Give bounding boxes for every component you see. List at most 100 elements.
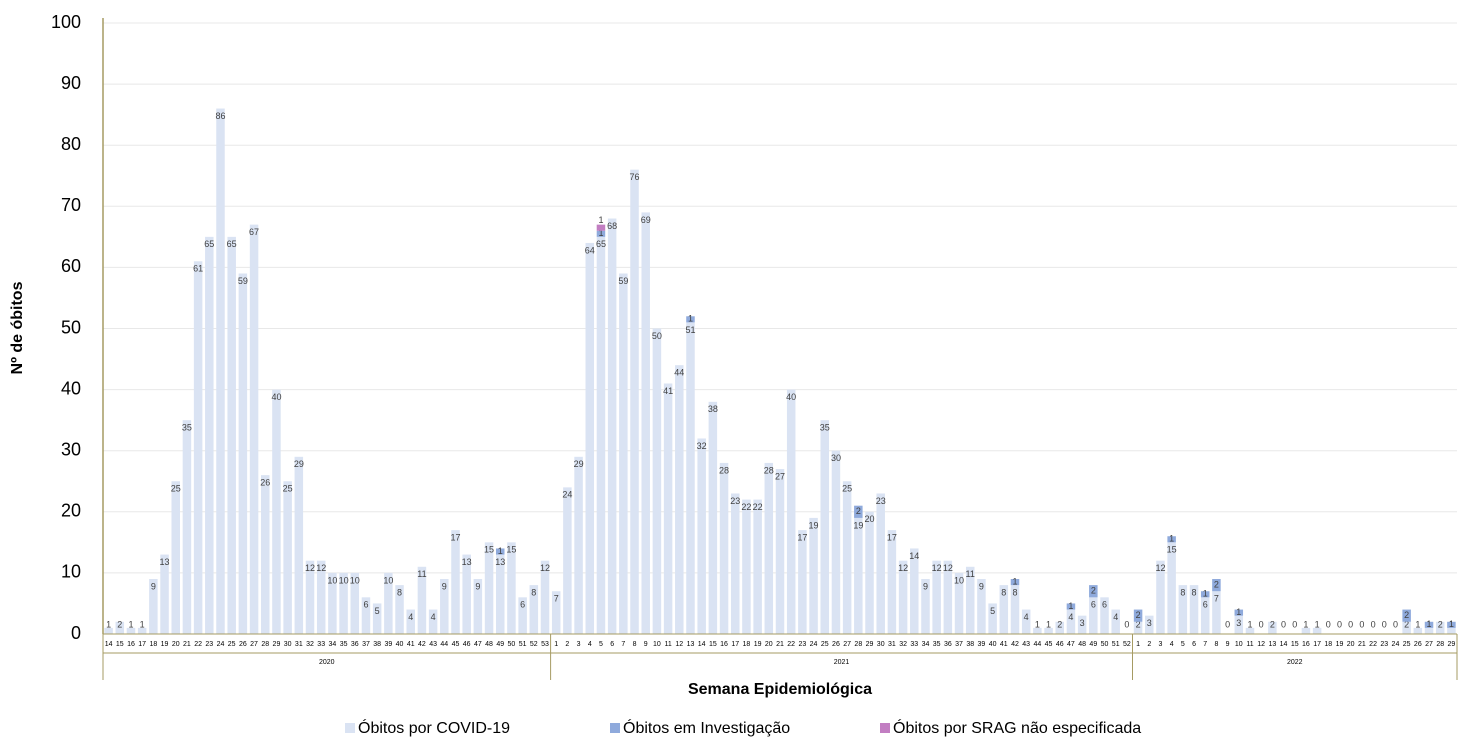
data-label: 1 <box>140 619 145 629</box>
bar-segment <box>305 560 315 634</box>
bar-segment <box>574 456 583 634</box>
bar-segment <box>126 627 136 634</box>
data-label: 15 <box>484 545 494 555</box>
x-tick-label: 18 <box>149 641 157 648</box>
bar-segment <box>641 212 650 634</box>
data-label: 3 <box>1147 618 1152 628</box>
bar-segment <box>171 481 180 634</box>
x-tick-label: 42 <box>418 641 426 648</box>
bar-segment <box>115 621 125 634</box>
bar-segment <box>1402 609 1411 622</box>
bar-segment <box>1424 621 1434 628</box>
x-tick-label: 29 <box>866 641 874 648</box>
legend-swatch <box>880 723 890 733</box>
data-label: 8 <box>531 587 536 597</box>
y-tick-label: 70 <box>61 195 81 215</box>
data-label: 26 <box>260 478 270 488</box>
x-tick-label: 30 <box>284 641 292 648</box>
x-tick-label: 13 <box>687 641 695 648</box>
data-label: 17 <box>450 533 460 543</box>
data-label: 1 <box>598 228 603 238</box>
data-label: 17 <box>797 533 807 543</box>
data-label: 6 <box>1203 600 1208 610</box>
data-label: 22 <box>753 502 763 512</box>
bar-segment <box>137 627 147 634</box>
bar-segment <box>1100 597 1109 634</box>
x-tick-label: 17 <box>1313 641 1321 648</box>
x-tick-label: 26 <box>832 641 840 648</box>
x-tick-label: 26 <box>1414 641 1422 648</box>
bar-segment <box>831 450 841 634</box>
x-tick-label: 33 <box>317 641 325 648</box>
data-label: 9 <box>923 581 928 591</box>
bar-segment <box>910 548 919 634</box>
data-label: 59 <box>238 276 248 286</box>
data-label: 12 <box>932 563 942 573</box>
x-tick-label: 22 <box>787 641 795 648</box>
x-tick-label: 24 <box>1392 641 1400 648</box>
data-label: 1 <box>1415 619 1420 629</box>
x-tick-label: 13 <box>1268 641 1276 648</box>
y-tick-label: 40 <box>61 378 81 398</box>
x-tick-label: 2 <box>1147 641 1151 648</box>
x-tick-label: 8 <box>633 641 637 648</box>
bar-segment <box>507 542 516 634</box>
data-label: 44 <box>674 368 684 378</box>
bar-segment <box>238 273 248 634</box>
bar-segment <box>1402 621 1411 634</box>
x-tick-label: 37 <box>955 641 963 648</box>
data-label: 4 <box>1068 612 1073 622</box>
bar-segment <box>149 579 158 634</box>
data-label: 2 <box>1214 579 1219 589</box>
bar-segment <box>798 530 807 634</box>
x-tick-label: 40 <box>396 641 404 648</box>
data-label: 0 <box>1259 619 1264 629</box>
bar-segment <box>876 493 885 634</box>
data-label: 20 <box>865 514 875 524</box>
data-label: 27 <box>775 471 785 481</box>
data-label: 4 <box>1113 612 1118 622</box>
bar-segment <box>999 585 1009 634</box>
bar-segment <box>988 603 997 634</box>
x-tick-label: 38 <box>373 641 381 648</box>
data-label: 7 <box>1214 594 1219 604</box>
x-tick-label: 44 <box>1033 641 1041 648</box>
y-tick-label: 90 <box>61 73 81 93</box>
bar-segment <box>350 572 360 634</box>
bar-segment <box>205 236 214 634</box>
bar-segment <box>328 572 337 634</box>
bar-segment <box>1044 627 1053 634</box>
data-label: 32 <box>697 441 707 451</box>
x-tick-label: 15 <box>1291 641 1299 648</box>
bar-segment <box>473 579 483 634</box>
bar-segment <box>261 475 270 634</box>
data-label: 23 <box>730 496 740 506</box>
bar-segment <box>1234 615 1244 634</box>
x-tick-label: 41 <box>1000 641 1008 648</box>
x-tick-label: 50 <box>508 641 516 648</box>
data-label: 8 <box>397 587 402 597</box>
x-tick-label: 1 <box>1136 641 1140 648</box>
bar-segment <box>193 261 203 634</box>
bar-segment <box>1200 591 1210 598</box>
bar-segment <box>361 597 371 634</box>
data-label: 38 <box>708 404 718 414</box>
y-tick-label: 30 <box>61 439 81 459</box>
bar-segment <box>708 401 718 634</box>
y-tick-label: 50 <box>61 317 81 337</box>
bar-segment <box>742 499 751 634</box>
legend-label: Óbitos em Investigação <box>623 718 790 737</box>
x-tick-label: 20 <box>765 641 773 648</box>
bar-segment <box>406 609 415 634</box>
x-tick-label: 45 <box>1045 641 1053 648</box>
x-tick-label: 18 <box>1324 641 1332 648</box>
data-label: 2 <box>1136 610 1141 620</box>
x-tick-label: 5 <box>599 641 603 648</box>
x-tick-label: 33 <box>910 641 918 648</box>
bar-segment <box>563 487 572 634</box>
data-label: 12 <box>943 563 953 573</box>
data-label: 28 <box>764 465 774 475</box>
bar-segment <box>518 597 527 634</box>
bar-segment <box>1435 621 1445 634</box>
